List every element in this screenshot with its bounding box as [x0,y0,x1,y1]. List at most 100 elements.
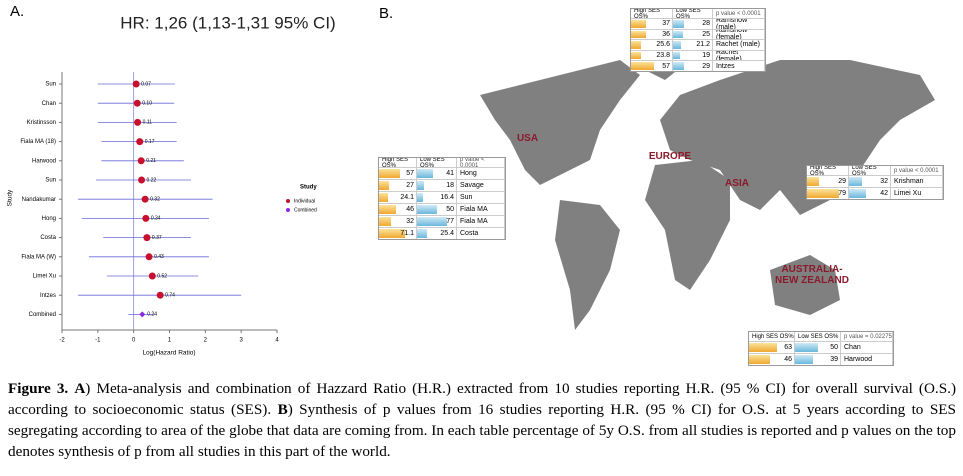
table-row: 46 39 Harwood [749,353,893,365]
value-cell: 24.1 [379,192,417,203]
value-cell: 23.8 [631,50,673,61]
caption: Figure 3. A) Meta-analysis and combinati… [8,378,956,462]
high-ses-bar [379,205,397,214]
region-label: ASIA [725,178,749,189]
value-cell: 18 [417,180,457,191]
value-cell: 27 [379,180,417,191]
x-tick-label: 2 [204,338,208,344]
column-header: High SES OS% [807,166,849,175]
value-cell: 25 [673,29,713,40]
cell-value: 27 [406,182,414,189]
study-label: Intzes [40,293,56,299]
high-ses-bar [379,169,401,178]
cell-value: 36 [662,30,670,38]
value-cell: 46 [379,204,417,215]
column-header: High SES OS% [749,332,795,341]
value-cell: 37 [631,19,673,29]
value-cell: 16.4 [417,192,457,203]
study-cell: Limei Xu [891,188,943,199]
cell-value: 18 [446,182,454,189]
cell-value: 29 [702,62,710,70]
study-cell: Sun [457,192,505,203]
study-cell: Hong [457,168,505,179]
value-label: 0.22 [147,177,157,183]
column-header: Low SES OS% [795,332,841,341]
cell-value: 77 [446,218,454,225]
value-cell: 63 [749,342,795,353]
column-header: High SES OS% [631,9,673,18]
x-tick-label: 1 [168,338,172,344]
high-ses-bar [749,355,770,364]
value-cell: 79 [807,188,849,199]
legend-label: Combined [294,207,317,213]
low-ses-bar [417,229,427,238]
high-ses-bar [379,229,406,238]
study-cell: Ramshow (male) [713,19,765,29]
cell-value: 50 [830,344,838,351]
point [142,214,150,222]
cell-value: 37 [662,20,670,28]
low-ses-bar [673,20,684,28]
caption-b-mark: B [277,401,288,418]
legend-marker [286,208,290,212]
low-ses-bar [673,62,685,70]
table-row: 27 18 Savage [379,179,505,191]
value-cell: 57 [379,168,417,179]
low-ses-bar [849,177,863,186]
value-cell: 57 [631,61,673,71]
forest-plot: A. HR: 1,26 (1,13-1,31 95% CI) Log(Hazar… [7,3,336,357]
value-cell: 29 [673,61,713,71]
study-label: Fiala MA (18) [20,139,56,145]
value-label: 0.34 [151,216,161,222]
header-row: High SES OS% Low SES OS% p value = 0.02275 [749,332,893,341]
high-ses-bar [379,181,389,190]
study-cell: Fiala MA [457,216,505,227]
low-ses-bar [673,41,682,49]
cell-value: 71.1 [400,230,414,237]
region-label: AUSTRALIA-NEW ZEALAND [775,264,849,286]
chart-title: HR: 1,26 (1,13-1,31 95% CI) [120,13,335,32]
panel-label: A. [10,3,24,20]
data-table: High SES OS% Low SES OS% p value = 0.02275… [748,331,894,366]
table-row: 71.1 25.4 Costa [379,227,505,239]
point [156,291,164,299]
high-ses-bar [631,41,642,49]
value-cell: 29 [807,176,849,187]
column-header: Low SES OS% [673,9,713,18]
value-label: 0.43 [154,254,164,260]
study-label: Sun [45,82,56,88]
study-cell: Savage [457,180,505,191]
value-cell: 28 [673,19,713,29]
value-cell: 50 [417,204,457,215]
value-label: 0.11 [143,120,153,126]
low-ses-bar [673,51,681,60]
caption-figure: Figure 3. [8,380,69,397]
value-cell: 41 [417,168,457,179]
column-header: p value < 0.0001 [713,9,765,18]
cell-value: 25 [702,30,710,38]
table-row: 23.8 19 Rachet (female) [631,49,765,61]
x-tick-label: -2 [59,338,65,344]
table-row: 57 41 Hong [379,167,505,179]
point [138,176,146,184]
y-axis-label: Study [7,189,14,206]
value-cell: 39 [795,354,841,365]
value-label: 0.10 [142,101,152,107]
x-tick-label: 3 [239,338,243,344]
value-cell: 25.6 [631,40,673,50]
table-row: 24.1 16.4 Sun [379,191,505,203]
value-label: 0.52 [157,273,167,279]
cell-value: 32 [880,178,888,185]
study-cell: Rachet (male) [713,40,765,50]
cell-value: 57 [662,62,670,70]
high-ses-bar [631,30,646,39]
study-cell: Ramshow (female) [713,29,765,40]
low-ses-bar [417,205,437,214]
cell-value: 39 [830,356,838,363]
value-cell: 19 [673,50,713,61]
cell-value: 25.4 [440,230,454,237]
cell-value: 50 [446,206,454,213]
study-label: Sun [45,178,56,184]
value-label: 0.21 [146,158,156,164]
